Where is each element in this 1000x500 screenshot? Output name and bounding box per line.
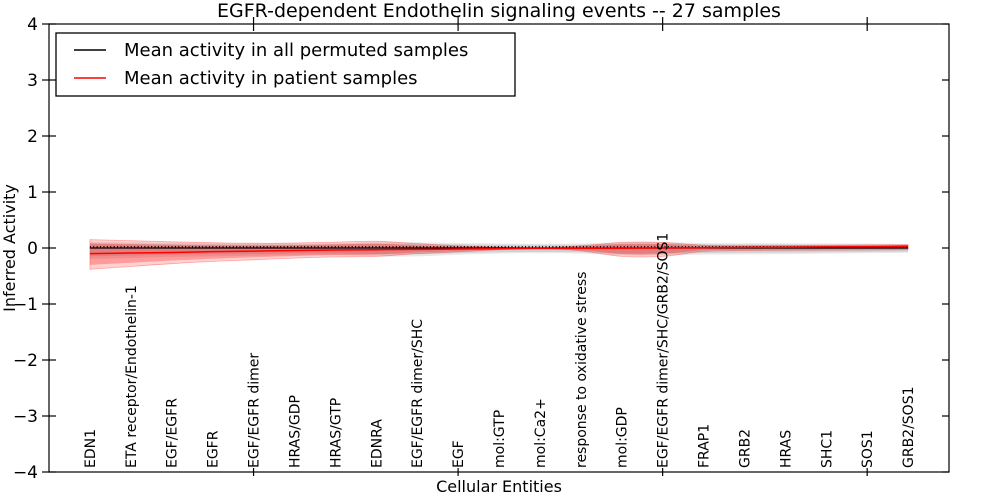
x-category-label: ETA receptor/Endothelin-1 [124,285,140,468]
x-category-label: EDN1 [83,429,99,468]
x-category-label: HRAS [778,430,794,468]
x-category-label: HRAS/GDP [287,395,303,468]
x-category-label: EGFR [206,430,222,468]
x-category-label: response to oxidative stress [574,272,590,468]
legend-box [55,32,516,97]
x-category-label: EGF [451,440,467,468]
y-tick-label: −4 [13,463,38,483]
x-category-label: mol:Ca2+ [533,398,549,468]
y-tick-label: 2 [27,127,38,147]
line-patient-mean [89,245,909,255]
chart-title: EGFR-dependent Endothelin signaling even… [217,0,781,22]
band-patient-inner [89,243,909,265]
x-category-label: mol:GDP [615,407,631,468]
x-category-labels-layer: EDN1 ETA receptor/Endothelin-1 EGF/EGFR EGF… [83,233,917,468]
y-tick-label: −1 [13,295,38,315]
plot-lines-layer [89,245,909,255]
x-category-label: EDNRA [369,419,385,468]
x-axis-label: Cellular Entities [436,477,562,496]
axis-ticklabels-layer: 4 3 2 1 0 −1 −2 −3 −4 [13,15,38,483]
x-category-label: EGF/EGFR dimer/SHC/GRB2/SOS1 [656,233,672,468]
legend-label-permuted: Mean activity in all permuted samples [124,40,468,61]
y-axis-label: Inferred Activity [0,184,19,312]
x-category-label: EGF/EGFR dimer [247,353,263,468]
y-tick-label: 1 [27,183,38,203]
y-tick-label: −3 [13,407,38,427]
legend: Mean activity in all permuted samples Me… [55,32,516,97]
plot-bands-layer [89,239,909,270]
x-category-label: HRAS/GTP [328,398,344,468]
x-category-label: EGF/EGFR dimer/SHC [410,319,426,468]
y-tick-label: 3 [27,71,38,91]
y-tick-label: −2 [13,351,38,371]
x-category-label: FRAP1 [697,424,713,468]
x-category-label: GRB2/SOS1 [901,386,917,468]
x-category-label: SOS1 [860,430,876,468]
x-category-label: mol:GTP [492,410,508,468]
axis-ticks-layer [42,17,949,476]
y-tick-label: 4 [27,15,38,35]
x-category-label: SHC1 [819,430,835,468]
x-category-label: GRB2 [737,429,753,468]
legend-label-patient: Mean activity in patient samples [124,68,418,89]
x-category-label: EGF/EGFR [165,398,181,468]
y-tick-label: 0 [27,239,38,259]
